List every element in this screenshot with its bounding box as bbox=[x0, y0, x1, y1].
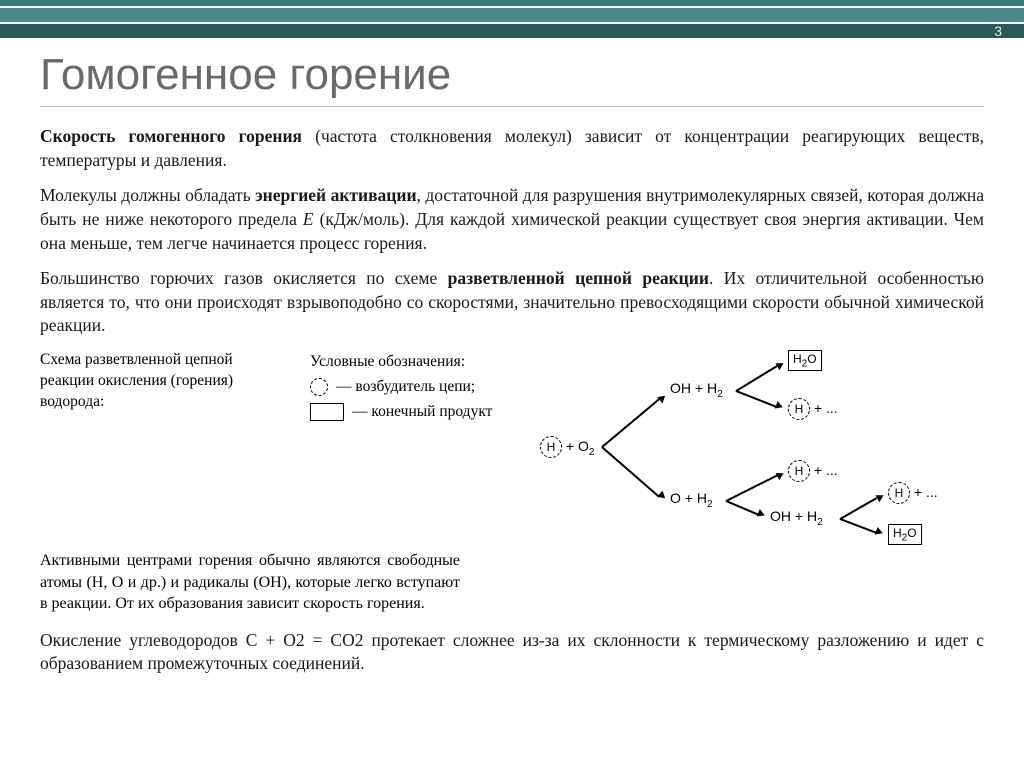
legend-title: Условные обозначения: bbox=[310, 350, 520, 375]
para2-E: Е bbox=[303, 209, 314, 229]
arrow-head-icon bbox=[775, 470, 785, 480]
diagram-arrow bbox=[726, 475, 777, 502]
arrow-head-icon bbox=[658, 491, 669, 502]
diagram-arrow bbox=[726, 500, 759, 515]
diagram-node: H2O bbox=[788, 350, 822, 371]
arrow-head-icon bbox=[875, 527, 884, 537]
diagram-node: H + ... bbox=[788, 460, 838, 482]
title-divider bbox=[40, 106, 984, 107]
diagram-arrow bbox=[602, 398, 660, 447]
para2-a: Молекулы должны обладать bbox=[40, 185, 255, 205]
diagram-arrow bbox=[736, 390, 777, 407]
arrow-head-icon bbox=[658, 393, 669, 404]
arrow-head-icon bbox=[775, 360, 785, 370]
top-stripe-2 bbox=[0, 8, 1024, 22]
top-stripe-group: 3 bbox=[0, 0, 1024, 38]
para3-a: Большинство горючих газов окисляется по … bbox=[40, 268, 448, 288]
paragraph-4: Окисление углеводородов C + O2 = CO2 про… bbox=[40, 629, 984, 676]
legend-text-1: — возбудитель цепи; bbox=[336, 375, 475, 400]
page-title: Гомогенное горение bbox=[40, 50, 984, 100]
solid-rect-icon bbox=[310, 403, 344, 421]
arrow-head-icon bbox=[757, 509, 767, 519]
diagram-node: H2O bbox=[888, 524, 922, 545]
active-centers-text: Активными центрами горения обычно являют… bbox=[40, 550, 460, 615]
legend-row-2: — конечный продукт bbox=[310, 400, 520, 425]
arrow-head-icon bbox=[875, 492, 885, 502]
diagram-arrow bbox=[736, 365, 778, 391]
dashed-circle-icon bbox=[310, 378, 328, 396]
scheme-row: Схема разветвленной цепной реакции окисл… bbox=[40, 350, 984, 540]
top-stripe-3: 3 bbox=[0, 24, 1024, 38]
page-number: 3 bbox=[994, 23, 1002, 39]
paragraph-2: Молекулы должны обладать энергией актива… bbox=[40, 184, 984, 255]
diagram-arrow bbox=[840, 518, 877, 533]
para1-bold: Скорость гомогенного горения bbox=[40, 126, 302, 146]
diagram-node: OH + H2 bbox=[670, 380, 723, 400]
paragraph-1: Скорость гомогенного горения (частота ст… bbox=[40, 125, 984, 172]
diagram-arrow bbox=[602, 446, 660, 497]
para2-bold: энергией активации bbox=[255, 185, 416, 205]
reaction-diagram: H + O2 OH + H2 H2O H + ... O + H2 H + ... OH +… bbox=[540, 350, 984, 540]
diagram-node: OH + H2 bbox=[770, 508, 823, 528]
arrow-head-icon bbox=[775, 401, 784, 411]
slide-content: Гомогенное горение Скорость гомогенного … bbox=[40, 50, 984, 688]
scheme-label: Схема разветвленной цепной реакции окисл… bbox=[40, 350, 290, 540]
diagram-node: H + O2 bbox=[540, 436, 594, 458]
diagram-node: H + ... bbox=[888, 482, 938, 504]
legend-row-1: — возбудитель цепи; bbox=[310, 375, 520, 400]
diagram-node: H + ... bbox=[788, 398, 838, 420]
diagram-node: O + H2 bbox=[670, 490, 713, 510]
legend: Условные обозначения: — возбудитель цепи… bbox=[310, 350, 520, 540]
diagram-arrow bbox=[840, 497, 878, 519]
top-stripe-1 bbox=[0, 0, 1024, 6]
para3-bold: разветвленной цепной реакции bbox=[448, 268, 709, 288]
paragraph-3: Большинство горючих газов окисляется по … bbox=[40, 267, 984, 338]
legend-text-2: — конечный продукт bbox=[352, 400, 492, 425]
lower-row: Активными центрами горения обычно являют… bbox=[40, 550, 984, 615]
